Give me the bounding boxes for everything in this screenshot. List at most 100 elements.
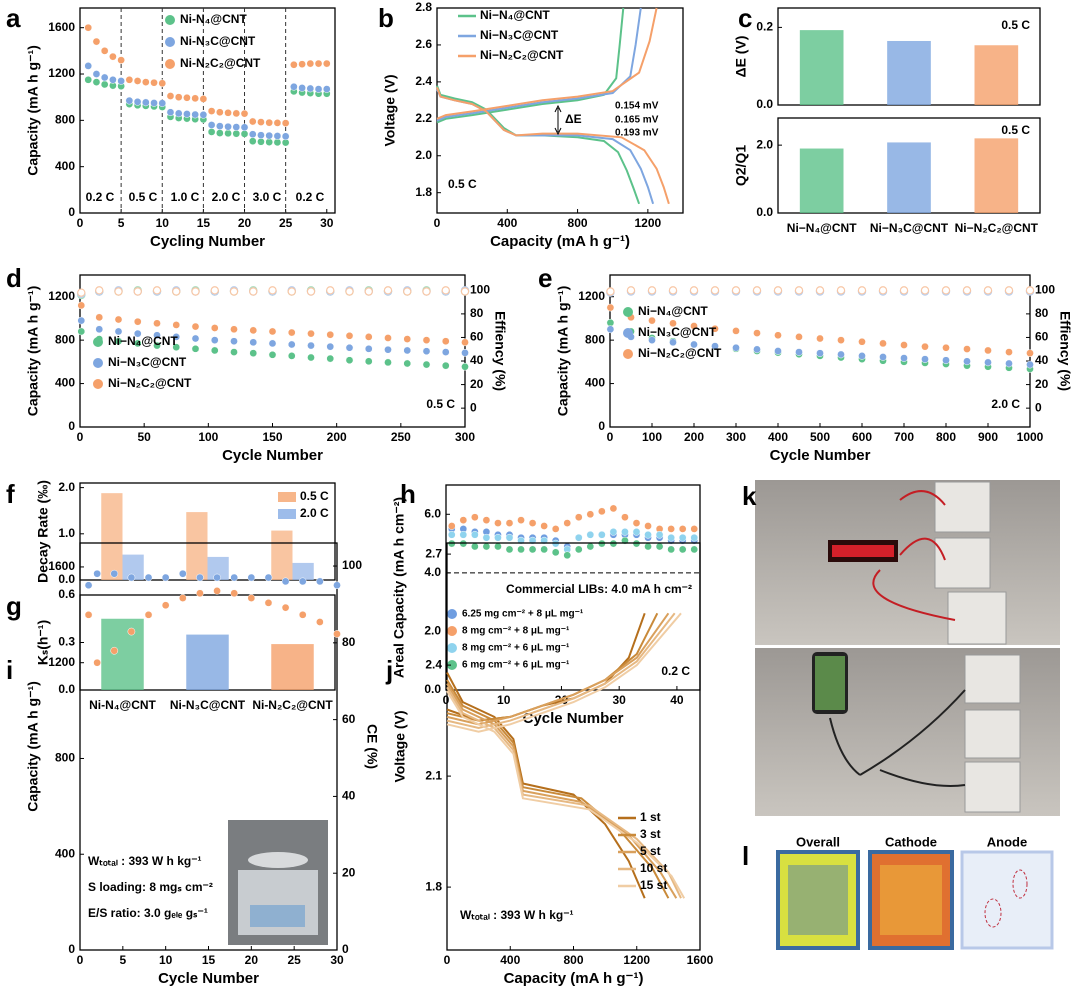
point <box>100 80 109 89</box>
point <box>150 78 158 87</box>
x-tick-label: 15 <box>202 953 216 967</box>
point <box>307 329 315 338</box>
point <box>517 545 525 554</box>
point <box>77 316 86 325</box>
point <box>92 37 101 46</box>
point <box>199 110 208 119</box>
point <box>441 348 450 356</box>
point <box>364 287 373 296</box>
point <box>257 137 265 146</box>
point <box>247 594 256 602</box>
point <box>249 326 258 335</box>
point <box>153 341 161 350</box>
bar <box>186 634 229 690</box>
point <box>273 132 282 140</box>
point <box>213 587 221 595</box>
point <box>141 78 150 86</box>
y-tick-label: 2.0 <box>58 480 75 494</box>
point <box>161 601 170 610</box>
x-tick-label: 300 <box>726 430 746 444</box>
point <box>1005 348 1013 356</box>
point <box>215 108 224 117</box>
legend-swatch <box>165 15 175 25</box>
point <box>268 286 277 295</box>
point <box>384 358 392 367</box>
point <box>114 315 123 324</box>
point <box>345 356 354 365</box>
panel-label: g <box>6 591 22 621</box>
y-tick-label: 0.0 <box>756 97 773 111</box>
point <box>345 287 354 296</box>
y-tick-label: 1.8 <box>425 879 442 893</box>
category-label: Ni−N₄@CNT <box>787 221 857 235</box>
bar <box>974 138 1019 213</box>
point <box>306 59 315 68</box>
point <box>174 109 183 118</box>
point <box>224 129 232 138</box>
category-label: Ni-N₂C₂@CNT <box>252 698 333 712</box>
point <box>287 287 296 296</box>
bar <box>974 45 1019 105</box>
x-axis-label: Capacity (mA h g⁻¹) <box>490 233 630 250</box>
y2-tick-label: 100 <box>1035 282 1055 296</box>
legend-swatch <box>623 307 633 317</box>
legend-swatch <box>447 609 457 619</box>
x-tick-label: 1600 <box>687 953 714 967</box>
point <box>224 122 232 131</box>
y2-tick-label: 40 <box>1035 353 1049 367</box>
legend-label: Ni−N₂C₂@CNT <box>108 376 192 390</box>
point <box>609 528 618 536</box>
bar <box>186 512 208 580</box>
point <box>678 533 687 542</box>
legend-swatch <box>278 492 296 502</box>
point <box>273 138 282 147</box>
point <box>422 347 431 356</box>
point <box>191 344 200 353</box>
point <box>774 331 782 340</box>
legend-swatch <box>165 37 175 47</box>
point <box>345 343 354 352</box>
point <box>422 360 431 369</box>
point <box>230 589 239 598</box>
y-tick-label: 0.6 <box>58 587 75 601</box>
legend-label: Ni−N₃C@CNT <box>480 28 559 42</box>
point <box>899 286 909 295</box>
point <box>774 347 782 355</box>
point <box>1026 349 1034 358</box>
point <box>207 121 216 129</box>
y-tick-label: 800 <box>55 332 75 346</box>
point <box>461 348 469 357</box>
point <box>196 573 204 582</box>
point <box>77 301 86 310</box>
point <box>183 93 191 102</box>
y-tick-label: 0.0 <box>424 682 441 696</box>
x-tick-label: 1200 <box>623 953 650 967</box>
point <box>879 353 887 361</box>
plot-frame <box>436 7 684 214</box>
x-axis-label: Cycle Number <box>770 447 871 464</box>
category-label: Ni-N₃C@CNT <box>170 698 246 712</box>
legend-label: 3 st <box>640 827 661 841</box>
legend-label: Ni-N₄@CNT <box>180 12 247 26</box>
point <box>857 286 867 295</box>
legend-swatch <box>623 349 633 359</box>
y-tick-label: 400 <box>55 159 75 173</box>
legend-label: Ni−N₄@CNT <box>480 8 550 22</box>
bar <box>799 30 844 106</box>
point <box>240 130 249 138</box>
point <box>196 589 204 598</box>
point <box>316 618 324 626</box>
point <box>609 504 618 513</box>
y-tick-label: 2.0 <box>424 624 441 638</box>
point <box>383 286 393 295</box>
x-axis-label: Capacity (mA h g⁻¹) <box>504 970 644 987</box>
y-tick-label: 4.0 <box>424 565 441 579</box>
point <box>586 510 595 519</box>
point <box>133 317 142 326</box>
photo-label: Cathode <box>885 834 937 849</box>
panel-label: b <box>378 3 394 33</box>
point <box>794 286 804 295</box>
y-tick-label: 0.3 <box>58 635 75 649</box>
x-tick-label: 30 <box>330 953 344 967</box>
x-tick-label: 40 <box>670 693 684 707</box>
